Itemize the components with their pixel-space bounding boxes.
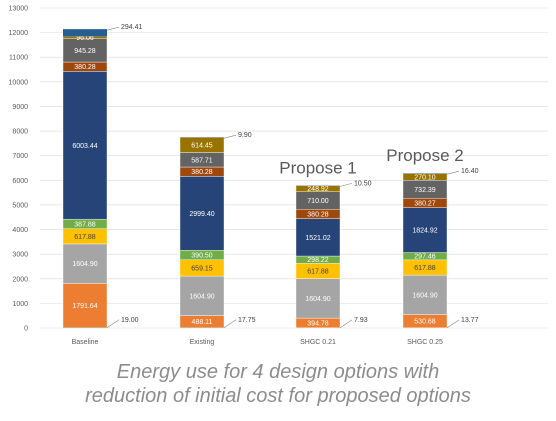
y-tick-label: 7000 — [12, 153, 28, 160]
bar-segment-label: 614.45 — [191, 142, 213, 149]
bar-segment-label: 96.06 — [76, 35, 94, 42]
bar-segment-label: 945.28 — [74, 48, 96, 55]
bar-segment-label: 1791.64 — [72, 303, 97, 310]
bar-segment-label: 1604.90 — [412, 292, 437, 299]
bar-segment — [63, 29, 107, 37]
y-tick-label: 1000 — [12, 301, 28, 308]
bar-segment-label: 6003.44 — [72, 143, 97, 150]
bar-top-label: 294.41 — [121, 24, 143, 31]
bar-segment — [295, 278, 341, 319]
y-tick-label: 13000 — [9, 6, 29, 13]
bar-segment — [179, 176, 225, 251]
leader-line — [339, 319, 353, 329]
y-tick-label: 12000 — [9, 30, 29, 37]
bar-segment-label: 380.28 — [307, 211, 329, 218]
y-tick-label: 8000 — [12, 129, 28, 136]
bar-segment-label: 710.00 — [307, 198, 329, 205]
leader-line — [446, 319, 460, 329]
bar-bottom-label: 19.00 — [121, 317, 139, 324]
leader-line — [446, 170, 460, 175]
bar-segment — [402, 274, 448, 315]
y-tick-label: 2000 — [12, 276, 28, 283]
bar-segment-label: 248.92 — [307, 186, 329, 193]
bar-segment-label: 270.10 — [414, 174, 436, 181]
bar-segment-label: 617.88 — [307, 268, 329, 275]
bar-top-label: 10.50 — [354, 180, 372, 187]
bar-segment — [179, 275, 225, 316]
leader-line — [223, 319, 237, 329]
bar-segment — [62, 243, 108, 284]
stacked-bar-chart: 0 1000 2000 3000 4000 5000 6000 7000 8000 9000 100… — [9, 6, 548, 346]
y-tick-label: 4000 — [12, 227, 28, 234]
bar-segment-label: 617.88 — [414, 265, 436, 272]
y-tick-label: 11000 — [9, 55, 28, 62]
y-tick-label: 0 — [24, 326, 28, 333]
bar-segment-label: 380.28 — [74, 64, 96, 71]
x-category-label: SHGC 0.25 — [407, 339, 443, 346]
y-tick-label: 6000 — [12, 178, 28, 185]
bar-segment-label: 530.68 — [414, 319, 436, 326]
bar-segment-label: 387.88 — [74, 221, 96, 228]
bar-segment-label: 1824.92 — [412, 228, 437, 235]
y-tick-label: 9000 — [12, 104, 28, 111]
leader-line — [106, 319, 120, 329]
bar-top-label: 16.40 — [461, 168, 479, 175]
bar-segment-label: 1604.90 — [72, 261, 97, 268]
y-tick-label: 10000 — [9, 79, 29, 86]
bar-bottom-label: 17.75 — [238, 317, 256, 324]
bar-segment-label: 1521.02 — [305, 235, 330, 242]
bar-segment — [62, 283, 108, 328]
bar-segment-label: 380.27 — [414, 200, 436, 207]
bar-segment-label: 617.88 — [74, 234, 96, 241]
bar-segment-label: 659.15 — [191, 265, 213, 272]
bar-segment-label: 1604.90 — [305, 296, 330, 303]
bar-segment-label: 394.78 — [307, 320, 329, 327]
bar-segment-label: 587.71 — [191, 157, 213, 164]
bar-top-label: 9.90 — [238, 132, 252, 139]
bar-segment-label: 390.50 — [191, 253, 213, 260]
bar-annotation: Propose 1 — [279, 158, 357, 177]
bar-segment-label: 298.22 — [307, 257, 329, 264]
bar-annotation: Propose 2 — [386, 146, 464, 165]
bar-segment-label: 380.28 — [191, 169, 213, 176]
y-tick-label: 3000 — [12, 252, 28, 259]
bar-segment — [62, 71, 108, 220]
bar-segment-label: 732.39 — [414, 187, 436, 194]
caption-line-1: Energy use for 4 design options with — [116, 361, 440, 383]
bar-bottom-label: 7.93 — [354, 317, 368, 324]
x-category-label: Baseline — [72, 339, 99, 346]
bar-segment-label: 1604.90 — [189, 293, 214, 300]
bar-segment — [295, 218, 341, 257]
leader-line — [223, 134, 237, 139]
x-category-label: Existing — [190, 339, 215, 346]
y-tick-label: 5000 — [12, 202, 28, 209]
leader-line — [339, 183, 353, 187]
bar-segment-label: 2999.40 — [189, 211, 214, 218]
chart-caption: Energy use for 4 design options with red… — [0, 360, 556, 408]
bar-segment — [402, 207, 448, 253]
bar-bottom-label: 13.77 — [461, 317, 479, 324]
x-category-label: SHGC 0.21 — [300, 339, 336, 346]
bar-segment-label: 488.11 — [192, 319, 213, 326]
caption-line-2: reduction of initial cost for proposed o… — [85, 385, 471, 407]
leader-line — [106, 26, 120, 31]
bar-segment-label: 297.46 — [414, 254, 436, 261]
